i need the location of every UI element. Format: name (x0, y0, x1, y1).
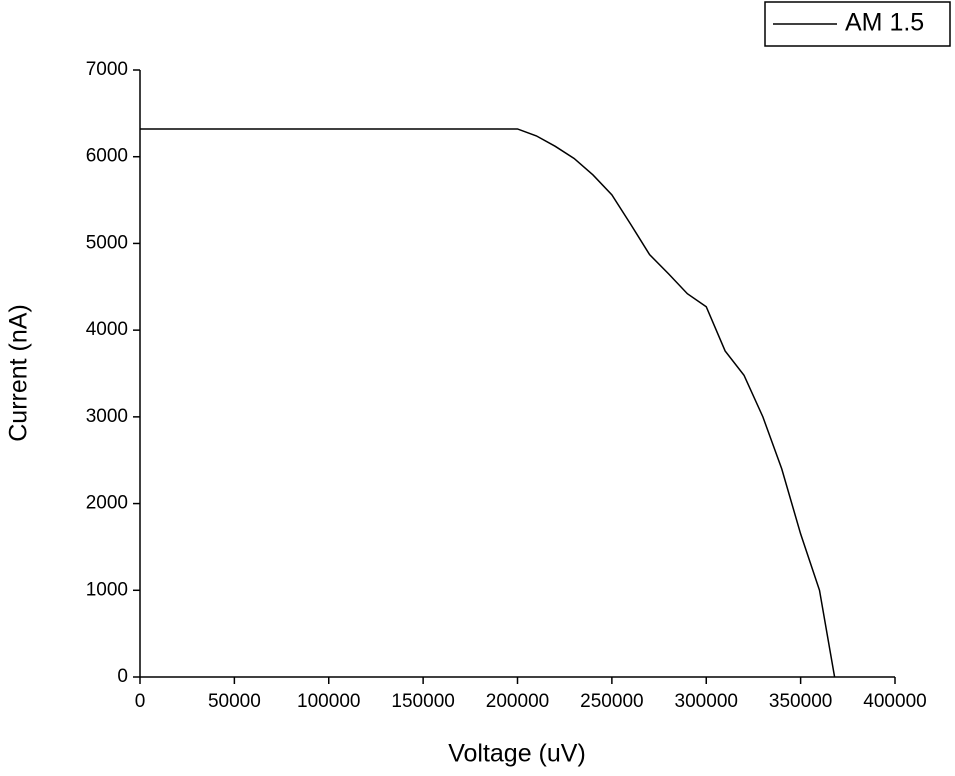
x-tick-label: 250000 (580, 691, 643, 712)
y-tick-label: 0 (117, 666, 128, 687)
x-tick-label: 300000 (675, 691, 738, 712)
x-axis-title: Voltage (uV) (448, 740, 586, 768)
y-tick-label: 2000 (86, 493, 128, 514)
y-tick-label: 3000 (86, 406, 128, 427)
legend-label: AM 1.5 (845, 9, 924, 37)
y-axis-title: Current (nA) (5, 304, 33, 442)
y-tick-label: 6000 (86, 146, 128, 167)
y-tick-label: 5000 (86, 232, 128, 253)
x-tick-label: 100000 (297, 691, 360, 712)
x-tick-label: 200000 (486, 691, 549, 712)
x-tick-label: 400000 (863, 691, 926, 712)
x-tick-label: 50000 (208, 691, 261, 712)
y-tick-label: 4000 (86, 319, 128, 340)
data-line (140, 128, 836, 678)
x-tick-label: 0 (135, 691, 146, 712)
x-tick-label: 150000 (391, 691, 454, 712)
y-tick-label: 1000 (86, 579, 128, 600)
x-tick-label: 350000 (769, 691, 832, 712)
y-tick-label: 7000 (86, 59, 128, 80)
